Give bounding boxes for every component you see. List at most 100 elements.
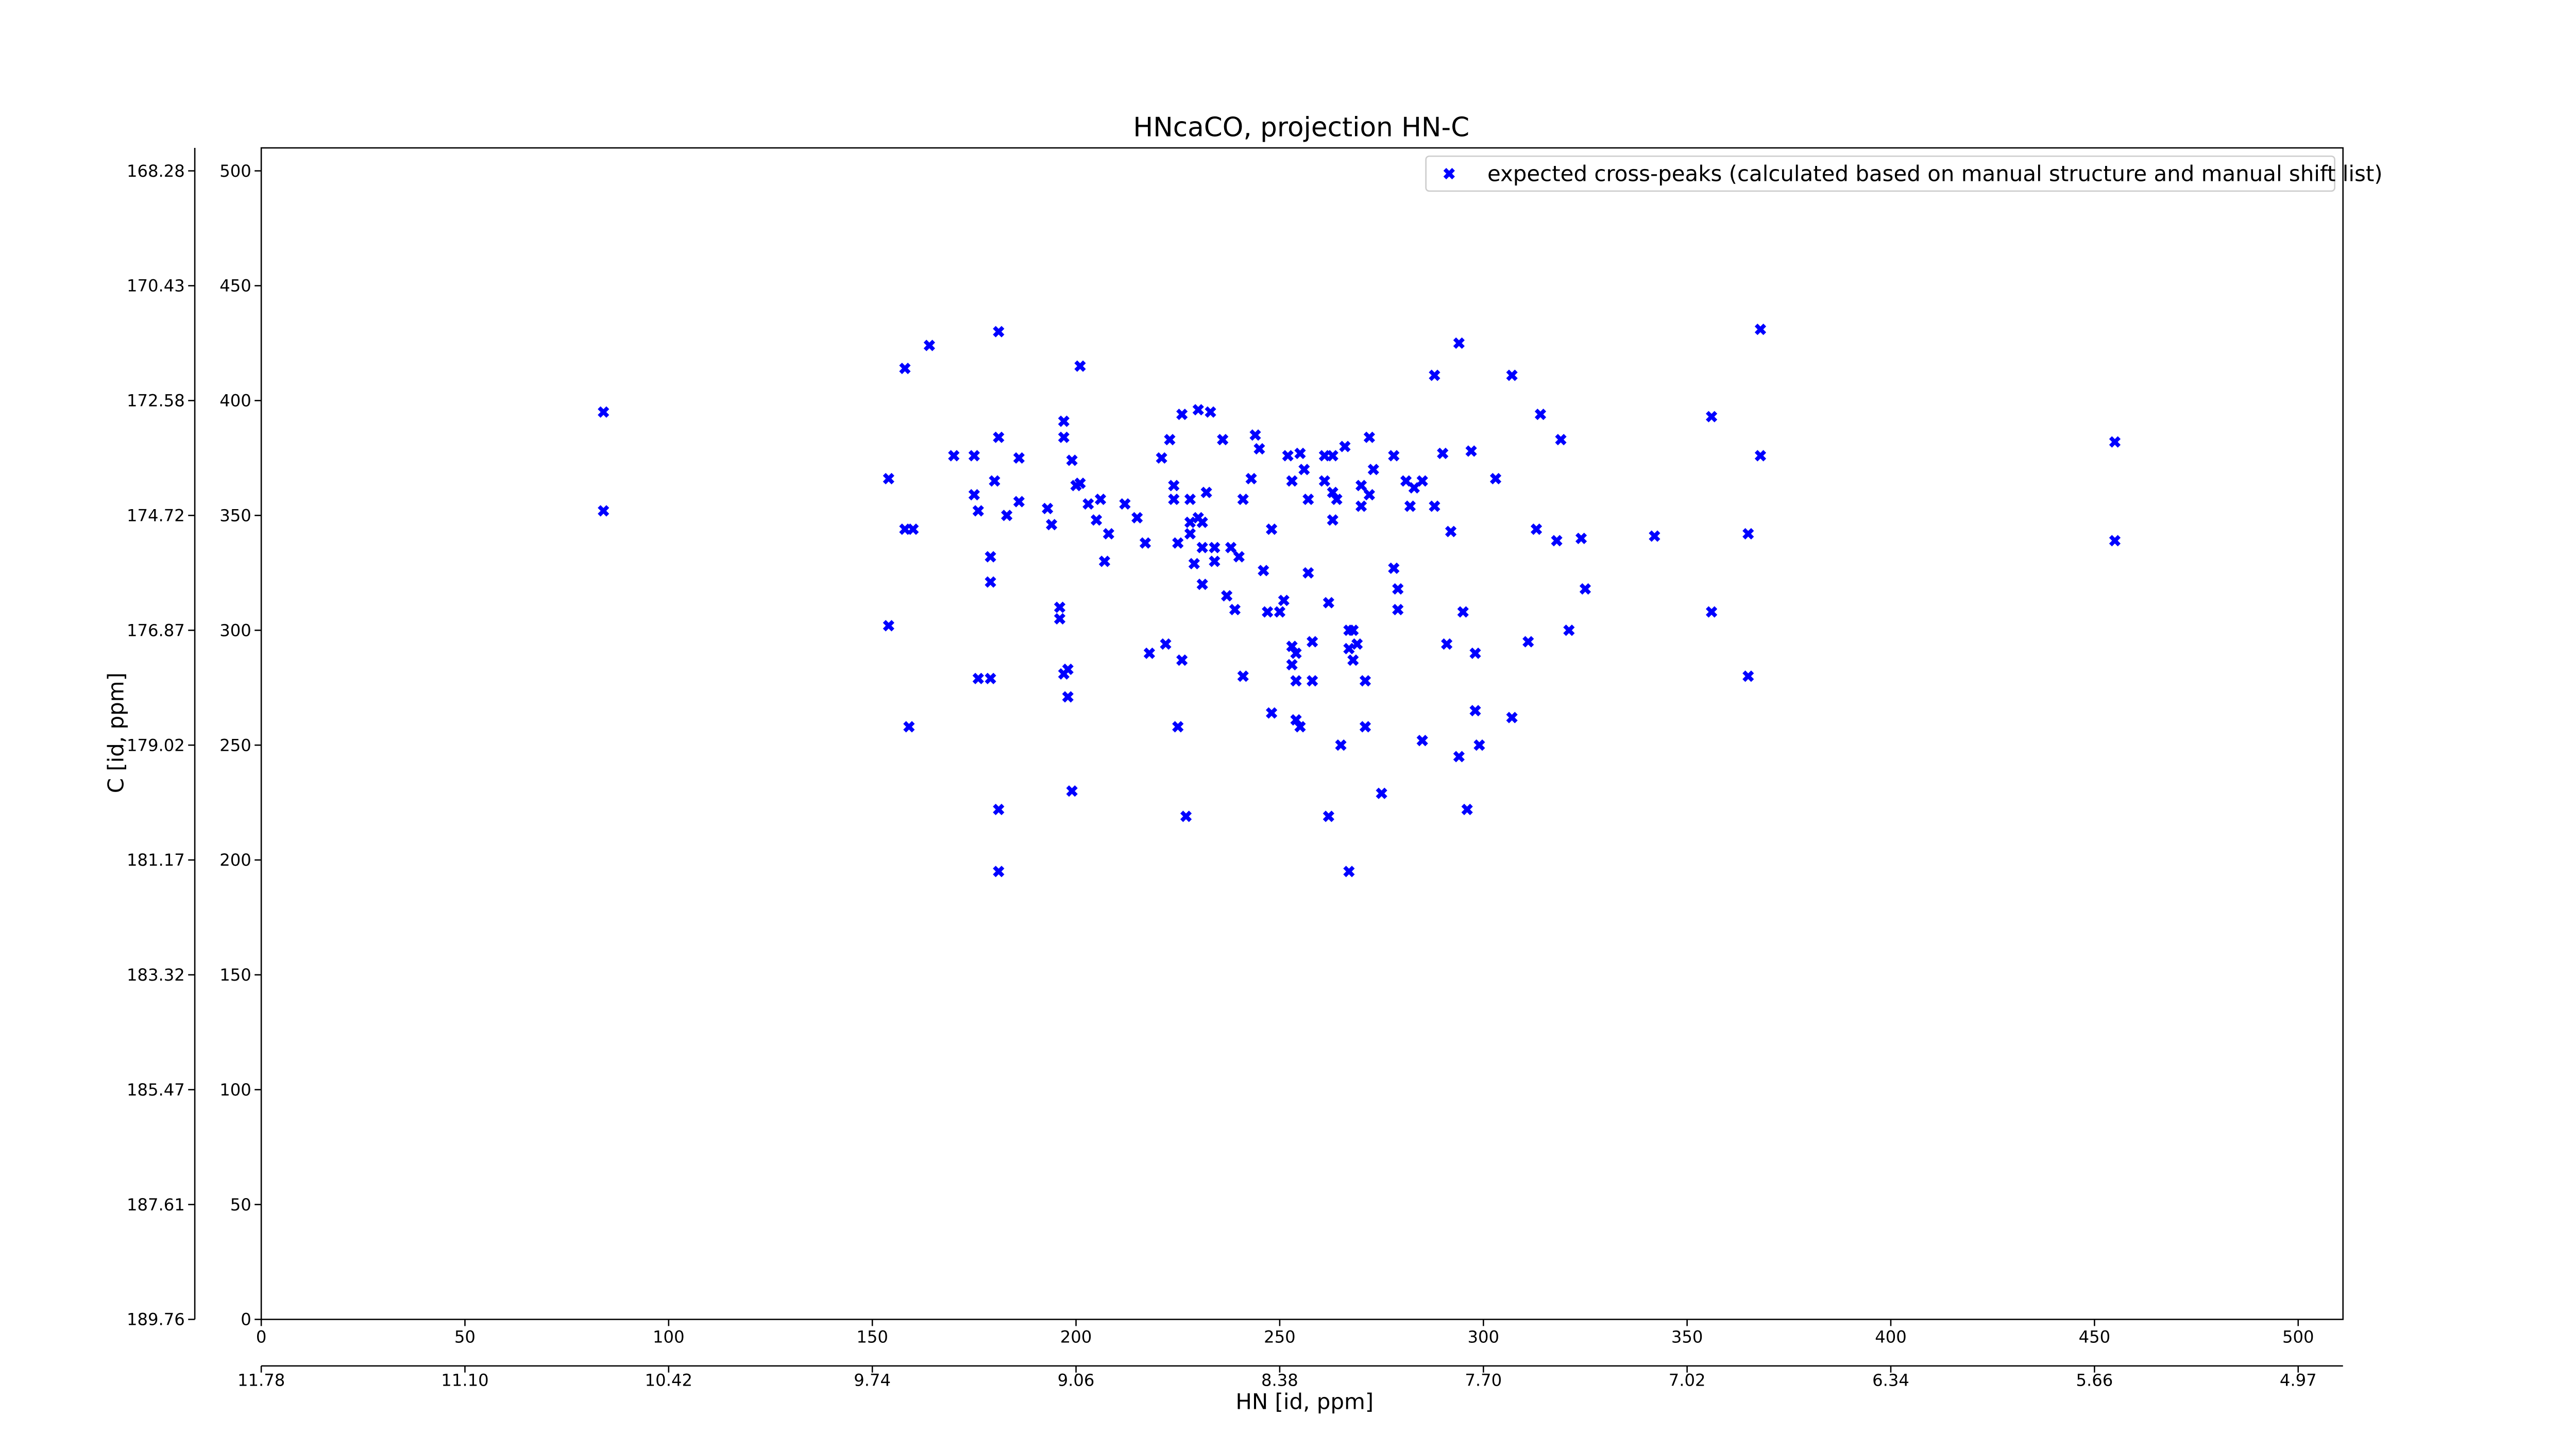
x-tick-label: 400 (1875, 1327, 1907, 1347)
cross-peak (1286, 475, 1298, 487)
cross-peak (968, 450, 980, 462)
cross-peak (1376, 787, 1387, 799)
cross-peak (1098, 555, 1111, 567)
cross-peak (968, 489, 980, 501)
cross-peak (1335, 739, 1347, 751)
cross-peak (1489, 473, 1502, 485)
x2-tick-label: 11.10 (441, 1370, 488, 1390)
cross-peak (1188, 558, 1200, 569)
cross-peak (1363, 431, 1376, 443)
cross-peak (1327, 450, 1338, 462)
cross-peak (1013, 452, 1025, 464)
cross-peak (993, 866, 1005, 878)
cross-peak (1249, 429, 1261, 441)
y-tick-label: 0 (241, 1310, 251, 1329)
cross-peak (1282, 450, 1294, 462)
cross-peak (1453, 337, 1465, 349)
cross-peak (2109, 436, 2121, 448)
cross-peak (1164, 434, 1176, 446)
cross-peak (993, 431, 1005, 443)
cross-peak (1172, 721, 1184, 733)
cross-peak (1042, 502, 1054, 514)
cross-peak (1392, 583, 1404, 595)
cross-peak (1103, 528, 1114, 540)
cross-peak (1754, 324, 1767, 335)
cross-peak (1649, 530, 1660, 542)
cross-peak (1323, 597, 1334, 609)
x2-tick-label: 8.38 (1261, 1370, 1298, 1390)
cross-peak (1347, 625, 1359, 636)
cross-peak (989, 475, 1001, 487)
cross-peak (1408, 482, 1420, 494)
y-axis-label: C [id, ppm] (103, 672, 128, 793)
x-tick-label: 150 (856, 1327, 888, 1347)
cross-peak (1143, 647, 1156, 659)
cross-peak (1742, 670, 1754, 682)
plot-frame (260, 147, 2344, 1320)
cross-peak (598, 505, 609, 517)
x2-tick-label: 5.66 (2076, 1370, 2113, 1390)
cross-peak (1265, 707, 1278, 719)
cross-peak (1066, 454, 1078, 466)
cross-peak (1070, 480, 1082, 492)
cross-peak (985, 672, 996, 684)
y-tick-label: 300 (219, 620, 251, 640)
cross-peak (1286, 659, 1298, 671)
cross-peak (1054, 613, 1066, 625)
y2-tick-label: 187.61 (127, 1195, 185, 1215)
cross-peak (1221, 590, 1233, 602)
x2-tick-label: 7.70 (1465, 1370, 1502, 1390)
cross-peak (1196, 542, 1208, 553)
cross-peak (1237, 493, 1249, 506)
y2-tick-label: 168.28 (127, 161, 185, 181)
cross-peak (1062, 663, 1074, 676)
cross-peak (1367, 463, 1379, 476)
cross-peak (972, 505, 984, 517)
cross-peak (1445, 526, 1457, 537)
x2-tick-label: 11.78 (238, 1370, 285, 1390)
cross-peak (1440, 638, 1453, 650)
y2-tick-label: 179.02 (127, 735, 185, 755)
cross-peak (1575, 532, 1587, 544)
cross-peak (1307, 675, 1318, 687)
cross-peak (1388, 450, 1400, 462)
cross-peak (1180, 811, 1192, 822)
cross-peak (1274, 606, 1286, 618)
cross-peak (1754, 450, 1767, 462)
cross-peak (1359, 721, 1371, 733)
cross-peak (1437, 447, 1449, 460)
cross-peak (1196, 578, 1208, 591)
cross-peak (1229, 603, 1241, 616)
cross-peak (1265, 523, 1278, 535)
cross-peak (1339, 441, 1351, 452)
cross-peak (1233, 551, 1245, 563)
cross-peak (1192, 404, 1204, 416)
cross-peak (1506, 712, 1518, 723)
cross-peak (1534, 408, 1547, 420)
cross-peak (985, 576, 996, 588)
y2-tick-label: 185.47 (127, 1080, 185, 1100)
cross-peak (1318, 475, 1331, 487)
cross-peak (1469, 705, 1481, 717)
cross-peak (1506, 369, 1518, 381)
cross-peak (1200, 486, 1212, 498)
cross-peak (1351, 638, 1363, 650)
cross-peak (1453, 751, 1465, 763)
cross-peak (903, 721, 915, 733)
cross-peak (1001, 510, 1013, 521)
cross-peak (1094, 493, 1107, 506)
cross-peak (1294, 721, 1306, 733)
legend-marker (1443, 167, 1455, 180)
cross-peak (1237, 670, 1249, 682)
cross-peak (1465, 445, 1477, 457)
cross-peak (1457, 606, 1469, 618)
cross-peak (1302, 567, 1314, 579)
cross-peak (1217, 434, 1229, 446)
cross-peak (1168, 493, 1180, 506)
cross-peak (1290, 675, 1302, 687)
cross-peak (1579, 583, 1591, 595)
x-axis-label: HN [id, ppm] (1235, 1389, 1374, 1414)
cross-peak (1258, 565, 1269, 577)
cross-peak (883, 620, 894, 632)
cross-peak (993, 326, 1005, 338)
